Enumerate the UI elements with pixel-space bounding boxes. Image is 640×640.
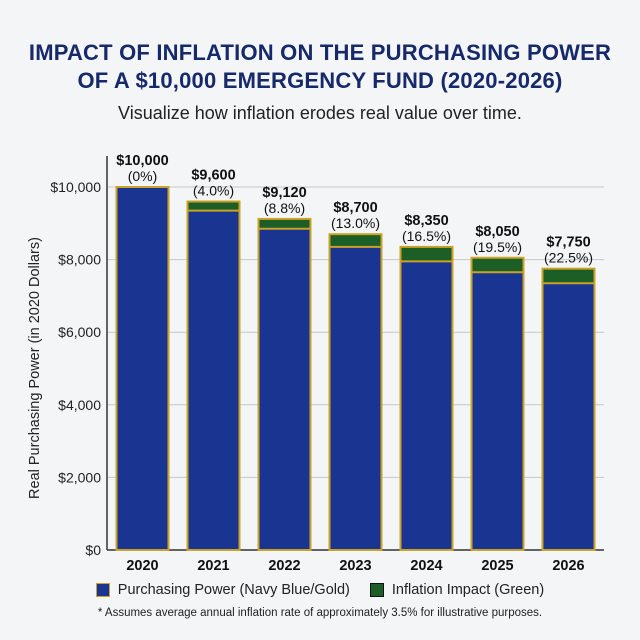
y-tick-label: $6,000	[58, 324, 101, 340]
bar-inflation-impact	[542, 268, 595, 284]
bar-inflation-impact	[329, 234, 382, 247]
bar-inflation-impact	[400, 246, 453, 262]
data-label-value: $10,000	[116, 153, 168, 169]
data-label-value: $8,050	[475, 224, 519, 240]
bar-purchasing-power	[329, 246, 382, 550]
data-label-percent: (16.5%)	[402, 228, 451, 244]
bar-inflation-impact	[258, 218, 311, 229]
data-label-value: $9,600	[191, 168, 235, 184]
bar-outline	[399, 245, 454, 552]
bar-purchasing-power	[187, 210, 240, 550]
legend-label-purchasing-power: Purchasing Power (Navy Blue/Gold)	[117, 582, 350, 598]
chart-title-line-2: OF A $10,000 EMERGENCY FUND (2020-2026)	[77, 68, 563, 93]
data-label-percent: (19.5%)	[473, 239, 522, 255]
bar-outline	[470, 256, 525, 551]
legend-item-inflation-impact: Inflation Impact (Green)	[369, 582, 545, 598]
bar-outline	[328, 233, 383, 551]
chart-title-line-1: IMPACT OF INFLATION ON THE PURCHASING PO…	[28, 40, 612, 65]
data-label-percent: (22.5%)	[544, 250, 593, 266]
bar-outline	[115, 186, 170, 551]
chart-subtitle: Visualize how inflation erodes real valu…	[118, 103, 522, 123]
bar-purchasing-power	[400, 261, 453, 550]
data-label-percent: (0%)	[128, 168, 158, 184]
bar-purchasing-power	[258, 228, 311, 550]
legend-item-purchasing-power: Purchasing Power (Navy Blue/Gold)	[95, 582, 350, 598]
y-axis-title: Real Purchasing Power (in 2020 Dollars)	[27, 237, 43, 499]
data-label-value: $8,700	[333, 200, 377, 216]
bar-inflation-impact	[471, 257, 524, 273]
x-tick-label: 2025	[481, 558, 513, 574]
data-label-percent: (13.0%)	[331, 215, 380, 231]
x-tick-label: 2022	[268, 558, 300, 574]
y-tick-label: $8,000	[58, 252, 101, 268]
data-label-value: $8,350	[404, 213, 448, 229]
legend: Purchasing Power (Navy Blue/Gold) Inflat…	[0, 582, 640, 598]
y-tick-label: $10,000	[50, 179, 101, 195]
y-tick-label: $2,000	[58, 469, 101, 485]
y-tick-label: $0	[85, 542, 101, 558]
data-label-percent: (4.0%)	[193, 183, 234, 199]
bar-purchasing-power	[471, 272, 524, 550]
data-label-percent: (8.8%)	[264, 200, 305, 216]
bar-outline	[186, 200, 241, 552]
x-tick-label: 2026	[552, 558, 584, 574]
legend-swatch-green	[369, 583, 384, 597]
legend-label-inflation-impact: Inflation Impact (Green)	[391, 582, 545, 598]
bar-outline	[257, 217, 312, 551]
y-tick-label: $4,000	[58, 397, 101, 413]
bar-outline	[541, 267, 596, 551]
bar-inflation-impact	[187, 201, 240, 211]
x-tick-label: 2024	[410, 558, 442, 574]
data-label-value: $7,750	[546, 235, 590, 251]
bar-purchasing-power	[116, 187, 169, 550]
data-label-value: $9,120	[262, 185, 306, 201]
legend-swatch-navy	[95, 583, 110, 597]
x-tick-label: 2021	[197, 558, 229, 574]
x-tick-label: 2020	[126, 558, 158, 574]
bar-purchasing-power	[542, 283, 595, 550]
footnote: * Assumes average annual inflation rate …	[97, 607, 543, 619]
x-tick-label: 2023	[339, 558, 371, 574]
